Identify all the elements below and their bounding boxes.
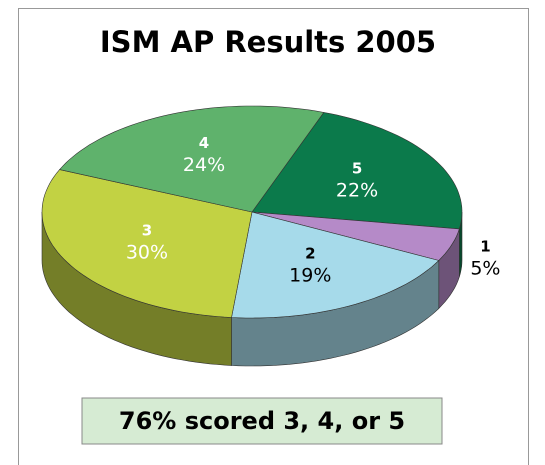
slice xyxy=(251,211,460,261)
slice-category: 2 xyxy=(305,244,315,262)
slice xyxy=(59,105,325,213)
slice xyxy=(231,211,440,319)
chart-title: ISM AP Results 2005 xyxy=(100,25,436,59)
slice-value-label: 5% xyxy=(470,258,500,280)
slice xyxy=(251,112,463,230)
slice-category: 4 xyxy=(199,134,209,152)
slice-category: 3 xyxy=(142,222,152,240)
slice-category: 1 xyxy=(480,238,490,256)
slice-value-label: 19% xyxy=(289,264,331,286)
slice-value-label: 22% xyxy=(336,179,378,201)
slice-value-label: 24% xyxy=(183,154,225,176)
slice-category: 5 xyxy=(352,159,362,177)
slice xyxy=(41,169,253,318)
slice-value-label: 30% xyxy=(126,242,168,264)
annotation-box xyxy=(81,397,443,445)
annotation: 76% scored 3, 4, or 5 xyxy=(119,407,405,435)
